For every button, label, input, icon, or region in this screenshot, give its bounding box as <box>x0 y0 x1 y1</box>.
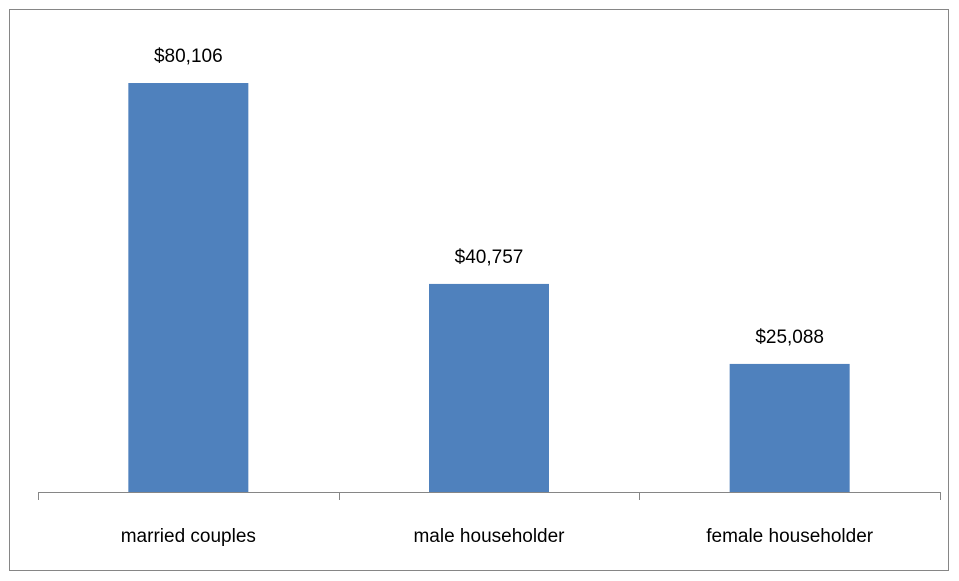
value-label: $40,757 <box>455 247 524 268</box>
value-label: $25,088 <box>755 327 824 348</box>
bar <box>729 363 850 492</box>
x-tick-label: female householder <box>706 526 874 547</box>
bar <box>128 83 249 492</box>
x-tick-label: male householder <box>413 526 565 547</box>
value-label: $80,106 <box>154 46 223 67</box>
bar <box>429 283 549 492</box>
x-tick-label: married couples <box>121 526 256 547</box>
